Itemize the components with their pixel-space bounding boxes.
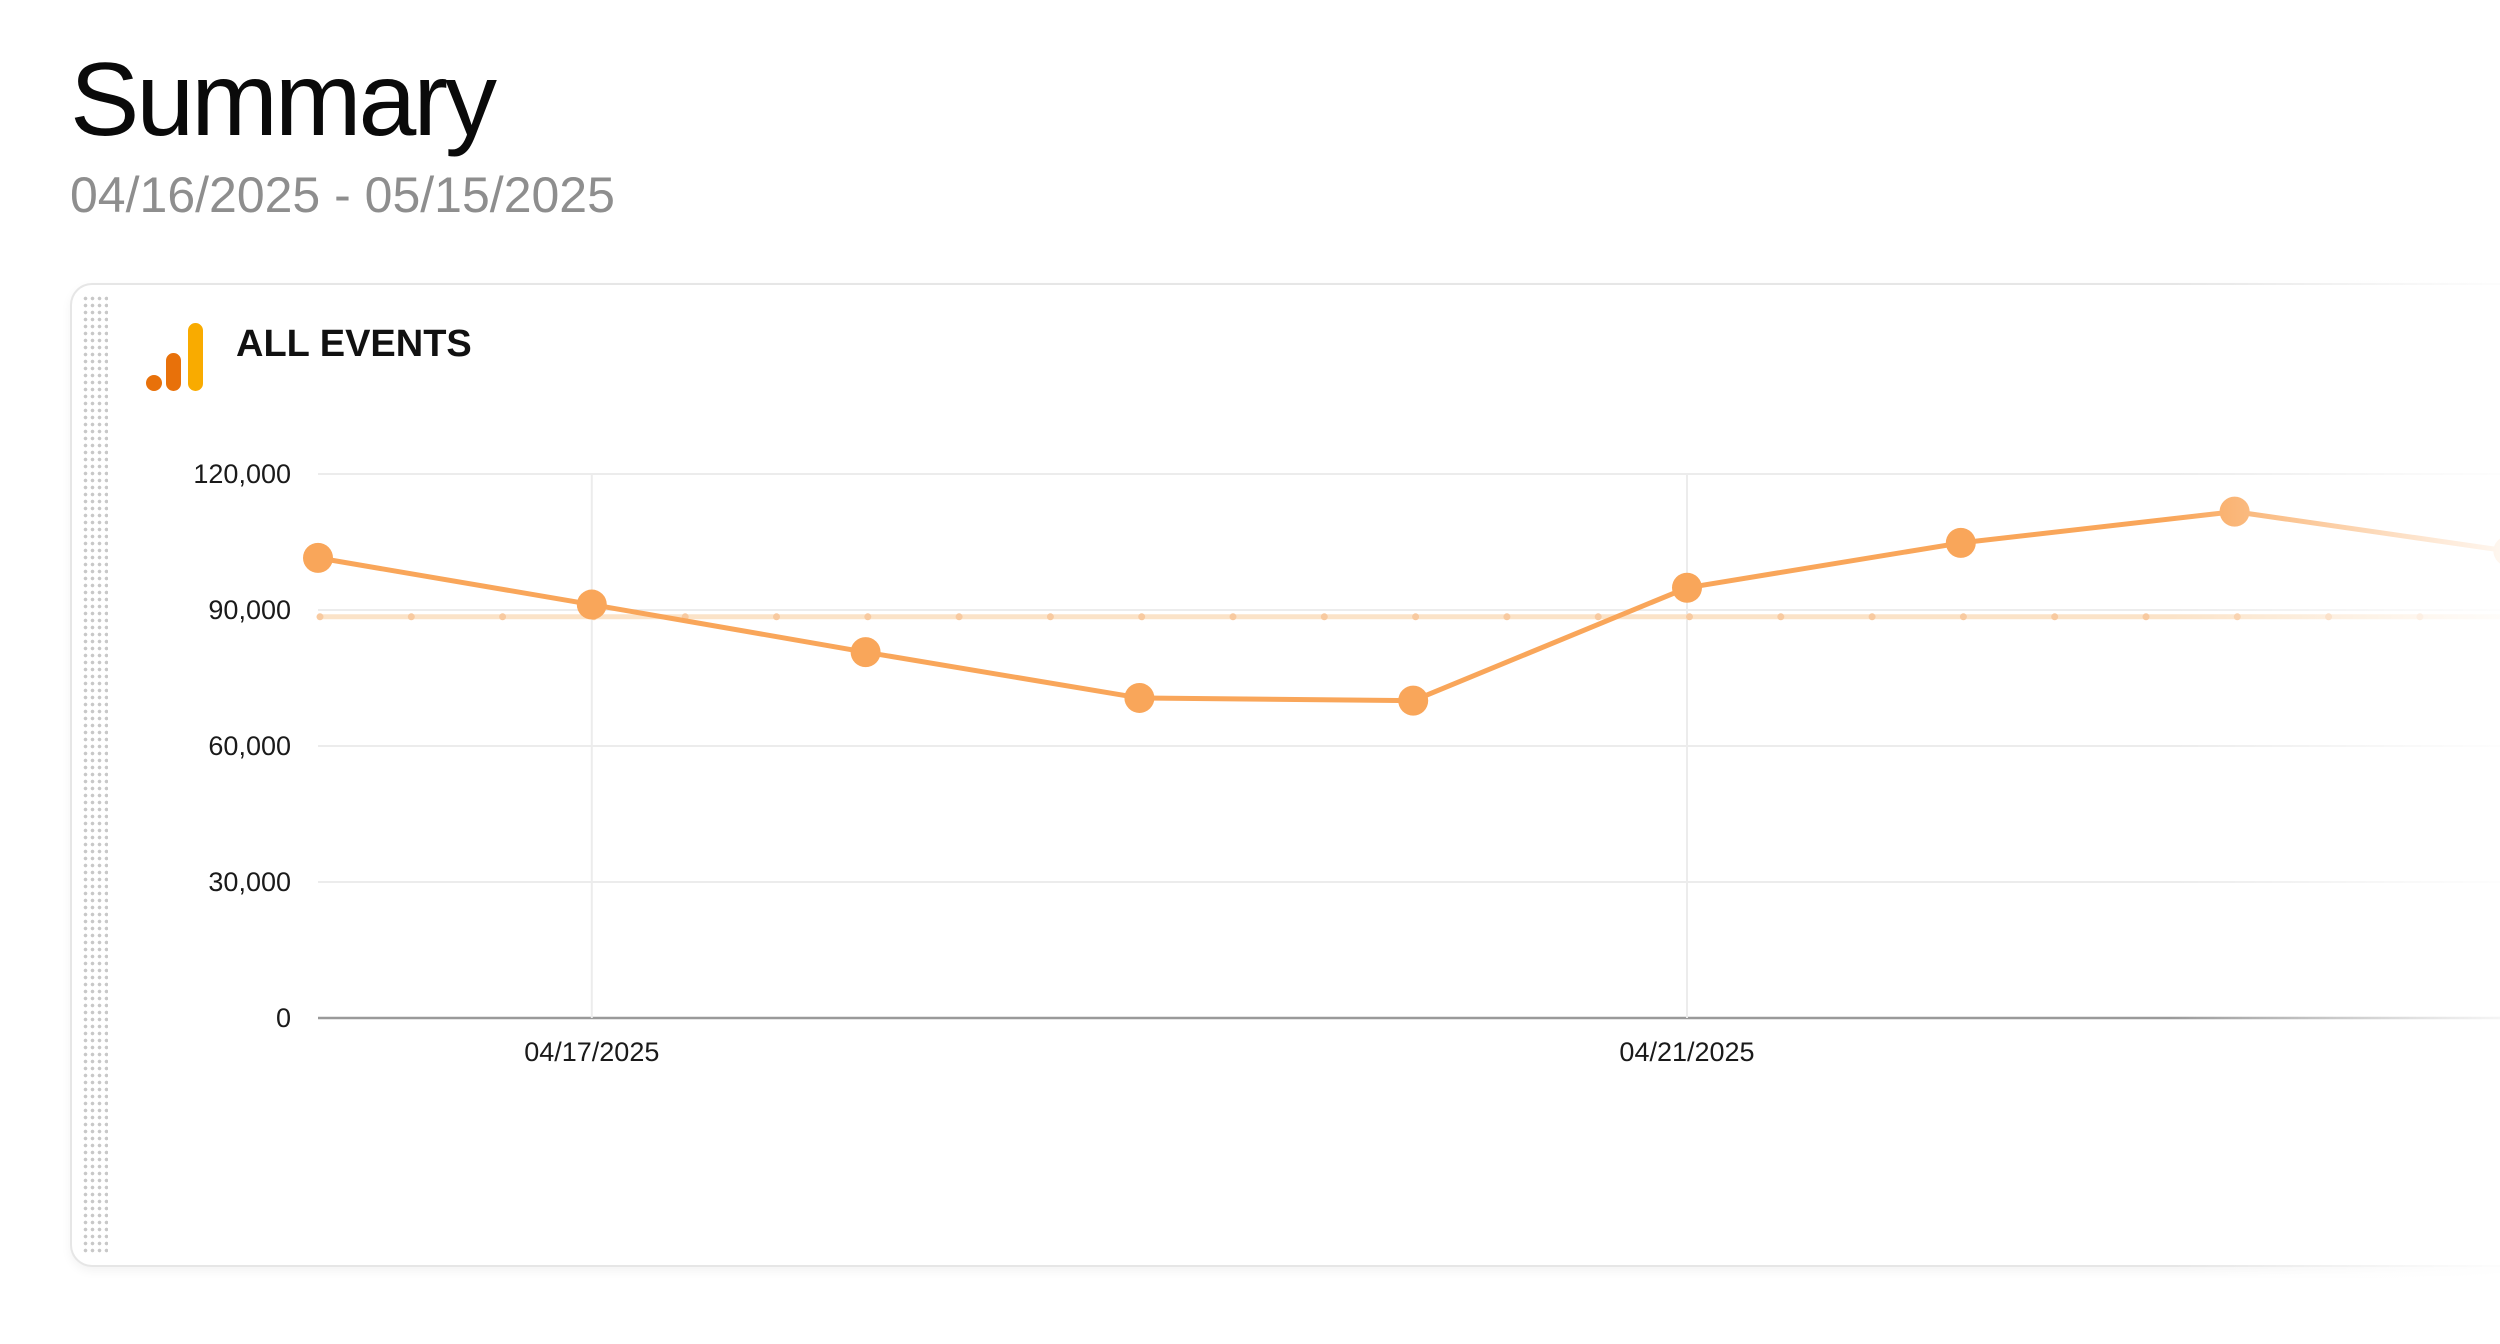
y-tick-label: 60,000 — [208, 731, 291, 761]
average-marker — [864, 613, 872, 621]
average-marker — [316, 613, 324, 621]
y-tick-label: 30,000 — [208, 867, 291, 897]
grid-layer — [318, 473, 2500, 1020]
average-marker — [2142, 613, 2150, 621]
average-marker — [1229, 613, 1237, 621]
data-point[interactable] — [2493, 536, 2500, 566]
data-point[interactable] — [1398, 685, 1429, 716]
labels-layer: 0 30,000 60,000 90,000 120,000 04/17/2025 04/2… — [193, 459, 1754, 1067]
date-range: 04/16/2025 - 05/15/2025 — [70, 167, 615, 223]
y-tick-label: 90,000 — [208, 595, 291, 625]
y-tick-label: 0 — [276, 1003, 291, 1033]
card-header: ALL EVENTS — [144, 315, 472, 395]
card-title: ALL EVENTS — [236, 322, 472, 365]
average-marker — [407, 613, 415, 621]
data-point[interactable] — [1945, 527, 1976, 558]
average-marker — [499, 613, 507, 621]
average-marker — [1594, 613, 1602, 621]
series-line — [317, 509, 2500, 704]
data-point[interactable] — [850, 637, 881, 668]
average-marker — [2325, 613, 2333, 621]
average-marker — [2233, 613, 2241, 621]
average-marker — [1868, 613, 1876, 621]
average-marker — [2416, 613, 2424, 621]
average-marker — [1959, 613, 1967, 621]
average-marker — [1138, 613, 1146, 621]
series-layer — [317, 509, 2500, 704]
data-point[interactable] — [303, 542, 333, 573]
y-tick-label: 120,000 — [193, 459, 291, 489]
average-layer — [316, 613, 2500, 621]
average-marker — [1320, 613, 1328, 621]
average-marker — [1777, 613, 1785, 621]
average-marker — [955, 613, 963, 621]
points-layer — [303, 496, 2500, 716]
average-marker — [1412, 613, 1420, 621]
analytics-bar-icon — [146, 323, 203, 391]
data-point[interactable] — [1672, 572, 1702, 603]
x-tick-label: 04/17/2025 — [524, 1037, 659, 1067]
x-tick-label: 04/21/2025 — [1619, 1037, 1754, 1067]
data-point[interactable] — [2219, 496, 2250, 527]
average-marker — [1503, 613, 1511, 621]
average-marker — [2051, 613, 2059, 621]
data-point[interactable] — [576, 589, 607, 620]
average-marker — [1046, 613, 1054, 621]
drag-handle[interactable] — [82, 295, 108, 1255]
page-title: Summary — [70, 42, 497, 158]
average-marker — [773, 613, 780, 621]
all-events-card: ALL EVENTS — [70, 283, 2500, 1267]
average-marker — [1686, 613, 1693, 621]
data-point[interactable] — [1124, 682, 1155, 713]
